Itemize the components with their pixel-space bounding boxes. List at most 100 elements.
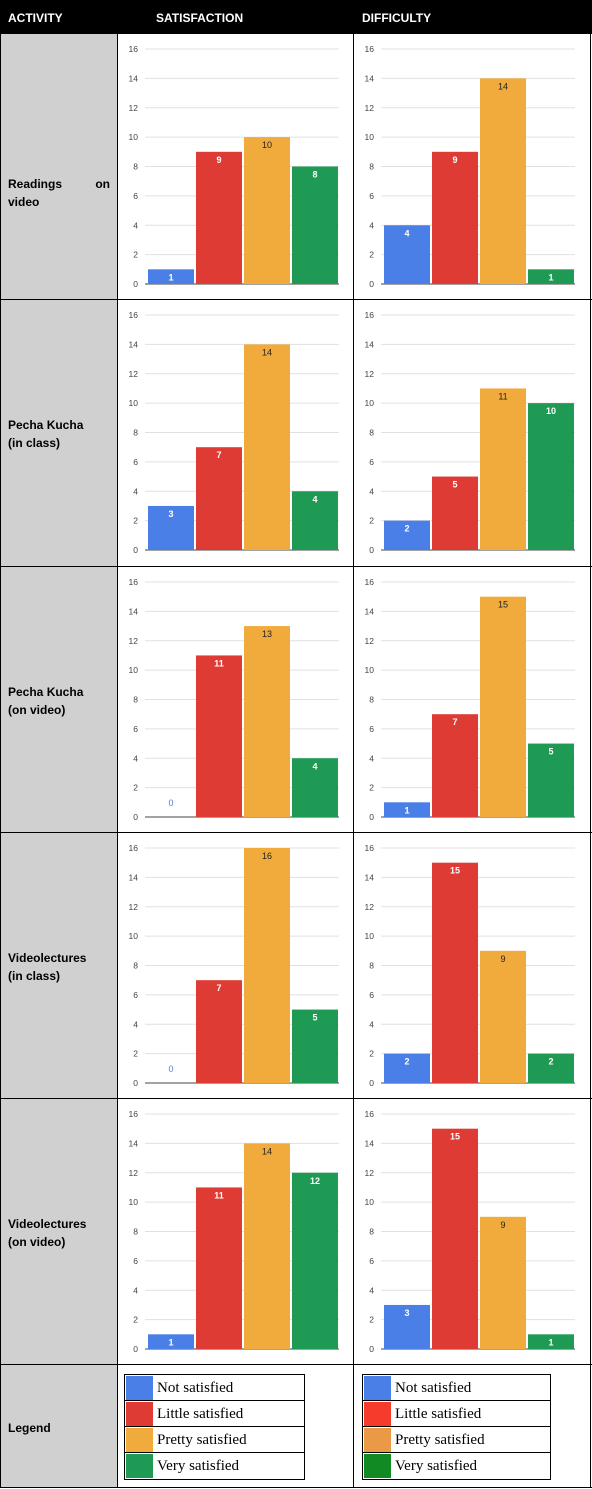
legend-item: Little satisfied <box>363 1401 550 1427</box>
bar <box>528 269 574 284</box>
row-divider <box>0 1098 592 1099</box>
y-tick-label: 4 <box>369 1019 374 1029</box>
legend-item: Very satisfied <box>363 1453 550 1479</box>
bar <box>292 166 338 284</box>
legend-item: Pretty satisfied <box>125 1427 304 1453</box>
bar-value-label: 7 <box>452 717 457 727</box>
y-tick-label: 12 <box>129 369 139 379</box>
bar-value-label: 14 <box>262 347 272 357</box>
column-divider <box>590 0 591 1488</box>
legend-swatch <box>126 1454 153 1478</box>
bar <box>196 151 242 284</box>
bar <box>292 1009 338 1083</box>
y-tick-label: 10 <box>365 665 375 675</box>
y-tick-label: 10 <box>365 398 375 408</box>
bar <box>432 1128 478 1349</box>
bar <box>148 505 194 550</box>
y-tick-label: 16 <box>129 1109 139 1119</box>
y-tick-label: 14 <box>365 73 375 83</box>
bar <box>384 802 430 817</box>
bar-value-label: 0 <box>168 1064 173 1074</box>
legend-text: Very satisfied <box>157 1458 240 1474</box>
bar-value-label: 5 <box>452 480 457 490</box>
y-tick-label: 14 <box>365 872 375 882</box>
legend-text: Not satisfied <box>157 1380 234 1396</box>
y-tick-label: 16 <box>129 310 139 320</box>
bar <box>432 714 478 817</box>
row-divider <box>0 299 592 300</box>
bar-value-label: 2 <box>404 524 409 534</box>
y-tick-label: 2 <box>133 1049 138 1059</box>
y-tick-label: 12 <box>365 1168 375 1178</box>
bar <box>528 1334 574 1349</box>
y-tick-label: 12 <box>365 636 375 646</box>
y-tick-label: 2 <box>133 783 138 793</box>
y-tick-label: 0 <box>133 1344 138 1354</box>
legend-swatch <box>126 1402 153 1426</box>
y-tick-label: 2 <box>133 516 138 526</box>
activity-label-videolectures-on-video: Videolectures (on video) <box>8 1217 87 1249</box>
y-tick-label: 14 <box>365 339 375 349</box>
bar <box>432 476 478 550</box>
bar-value-label: 1 <box>548 1337 553 1347</box>
y-tick-label: 4 <box>133 753 138 763</box>
bar-value-label: 15 <box>498 600 508 610</box>
y-tick-label: 6 <box>133 990 138 1000</box>
y-tick-label: 6 <box>133 724 138 734</box>
bar <box>528 403 574 550</box>
bar-value-label: 9 <box>216 155 221 165</box>
bar <box>244 626 290 817</box>
column-divider <box>353 0 354 1488</box>
bar <box>384 1053 430 1083</box>
y-tick-label: 4 <box>133 220 138 230</box>
y-tick-label: 2 <box>133 1315 138 1325</box>
y-tick-label: 16 <box>129 843 139 853</box>
legend-satisfaction: Not satisfied Little satisfied Pretty sa… <box>124 1374 305 1480</box>
y-tick-label: 10 <box>129 132 139 142</box>
bar-value-label: 3 <box>404 1308 409 1318</box>
row-divider <box>0 566 592 567</box>
y-tick-label: 14 <box>129 606 139 616</box>
y-tick-label: 16 <box>365 44 375 54</box>
legend-item: Pretty satisfied <box>363 1427 550 1453</box>
y-tick-label: 16 <box>365 1109 375 1119</box>
bar-value-label: 1 <box>404 805 409 815</box>
bar-value-label: 5 <box>312 1013 317 1023</box>
bar <box>244 848 290 1083</box>
bar-value-label: 14 <box>262 1146 272 1156</box>
table-header <box>0 0 592 33</box>
y-tick-label: 10 <box>129 398 139 408</box>
bar-value-label: 8 <box>312 170 317 180</box>
bar-value-label: 11 <box>214 1190 224 1200</box>
bar-value-label: 10 <box>262 140 272 150</box>
legend-swatch <box>364 1402 391 1426</box>
bar-value-label: 2 <box>548 1057 553 1067</box>
bar <box>432 862 478 1083</box>
header-satisfaction: SATISFACTION <box>156 11 244 25</box>
bar <box>244 344 290 550</box>
y-tick-label: 4 <box>133 1019 138 1029</box>
y-tick-label: 4 <box>369 753 374 763</box>
y-tick-label: 0 <box>133 812 138 822</box>
bar-value-label: 4 <box>312 761 317 771</box>
bar <box>244 1143 290 1349</box>
y-tick-label: 16 <box>129 44 139 54</box>
row-divider <box>0 33 592 34</box>
y-tick-label: 2 <box>369 516 374 526</box>
bar <box>528 743 574 817</box>
y-tick-label: 16 <box>365 843 375 853</box>
bar-value-label: 15 <box>450 1132 460 1142</box>
y-tick-label: 0 <box>369 1078 374 1088</box>
y-tick-label: 10 <box>365 931 375 941</box>
bar-value-label: 11 <box>214 658 224 668</box>
bar-value-label: 12 <box>310 1176 320 1186</box>
bar <box>432 151 478 284</box>
bar-value-label: 1 <box>548 272 553 282</box>
bar <box>196 1187 242 1349</box>
bar <box>480 950 526 1083</box>
y-tick-label: 2 <box>133 250 138 260</box>
activity-label-legend: Legend <box>8 1421 51 1435</box>
y-tick-label: 0 <box>369 279 374 289</box>
y-tick-label: 2 <box>369 783 374 793</box>
